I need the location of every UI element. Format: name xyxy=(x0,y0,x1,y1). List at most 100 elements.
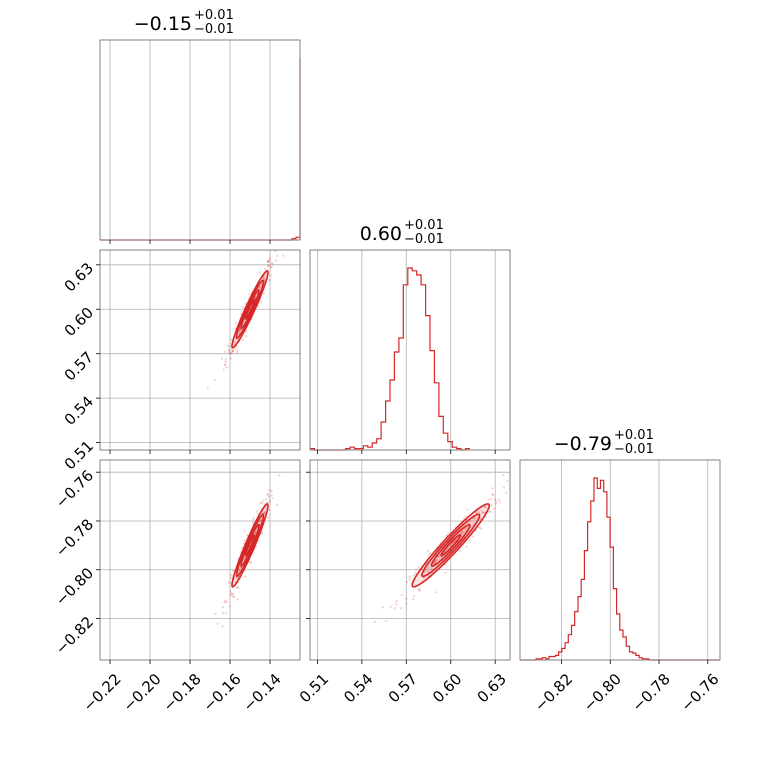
sample-point xyxy=(227,581,230,584)
sample-point xyxy=(274,250,277,253)
sample-point xyxy=(460,530,464,534)
sample-point xyxy=(413,573,416,577)
sample-point xyxy=(221,357,224,360)
contour-level-2 xyxy=(235,279,265,339)
sample-point xyxy=(502,486,505,489)
sample-point xyxy=(266,494,269,497)
title-plus: +0.01 xyxy=(404,218,444,233)
sample-point xyxy=(482,510,485,513)
sample-point xyxy=(213,378,216,381)
sample-point xyxy=(248,293,251,296)
sample-point xyxy=(422,576,426,580)
sample-point xyxy=(488,498,491,501)
sample-point xyxy=(502,474,505,477)
sample-point xyxy=(432,562,436,565)
sample-point xyxy=(435,559,438,562)
sample-point xyxy=(257,305,260,308)
sample-point xyxy=(478,526,481,529)
y-tick-label: 0.63 xyxy=(61,259,97,295)
sample-point xyxy=(467,521,470,524)
sample-point xyxy=(511,478,513,480)
sample-point xyxy=(491,494,494,497)
panel-frame xyxy=(309,249,511,451)
x-tick-label: −0.80 xyxy=(580,670,625,715)
sample-point xyxy=(222,368,225,371)
y-tick-label: 0.51 xyxy=(61,437,97,473)
sample-point xyxy=(427,570,430,574)
sample-point xyxy=(258,286,261,289)
y-tick-label: 0.54 xyxy=(61,392,97,428)
x-tick-label: −0.16 xyxy=(200,670,245,715)
sample-point xyxy=(262,275,265,279)
sample-point xyxy=(222,611,225,614)
sample-point xyxy=(480,509,483,512)
sample-point xyxy=(494,498,497,501)
sample-point xyxy=(400,607,403,610)
sample-point xyxy=(265,498,268,501)
sample-point xyxy=(475,511,478,514)
sample-point xyxy=(498,500,501,503)
sample-point xyxy=(241,546,244,549)
contour-level-1 xyxy=(240,523,260,567)
sample-point xyxy=(385,620,388,623)
sample-point xyxy=(231,593,234,596)
sample-point xyxy=(269,265,272,269)
x-tick-label: 0.63 xyxy=(474,670,510,706)
sample-point xyxy=(266,501,269,504)
sample-point xyxy=(252,521,255,525)
sample-point xyxy=(434,560,437,563)
density-panel-1-0 xyxy=(206,241,285,389)
sample-point xyxy=(444,571,447,574)
sample-point xyxy=(259,300,263,303)
sample-point xyxy=(460,531,463,534)
sample-point xyxy=(484,505,487,509)
sample-point xyxy=(239,312,242,315)
panel-frame xyxy=(309,459,511,661)
sample-point xyxy=(395,603,398,606)
sample-point xyxy=(473,517,476,520)
sample-point xyxy=(472,535,475,538)
sample-point xyxy=(256,512,259,515)
sample-point xyxy=(480,512,483,515)
sample-point xyxy=(258,520,261,523)
sample-point xyxy=(417,587,420,591)
sample-point xyxy=(216,622,219,625)
sample-point xyxy=(268,489,271,492)
sample-point xyxy=(484,506,487,509)
sample-point xyxy=(266,264,269,267)
x-tick-label: 0.54 xyxy=(340,670,376,706)
panel-frame xyxy=(99,249,301,451)
sample-point xyxy=(466,508,469,511)
sample-point xyxy=(480,527,483,531)
sample-point xyxy=(206,386,209,389)
sample-point xyxy=(256,509,259,512)
sample-point xyxy=(419,589,422,592)
sample-point xyxy=(230,348,234,351)
y-tick-label: 0.60 xyxy=(61,304,97,340)
sample-point xyxy=(474,511,477,514)
contour-level-1 xyxy=(430,523,471,567)
sample-point xyxy=(238,568,241,571)
sample-point xyxy=(234,348,237,351)
sample-point xyxy=(221,625,224,628)
contour-level-0 xyxy=(244,534,256,557)
sample-point xyxy=(381,606,384,609)
sample-point xyxy=(245,335,248,338)
sample-point xyxy=(414,571,417,574)
sample-point xyxy=(395,599,398,603)
param-title-0: −0.15 +0.01−0.01 xyxy=(134,8,234,37)
y-tick-label: −0.82 xyxy=(52,613,97,658)
sample-point xyxy=(452,541,455,544)
sample-point xyxy=(271,497,274,500)
sample-point xyxy=(487,510,490,513)
sample-point xyxy=(389,605,392,609)
sample-point xyxy=(267,264,270,267)
sample-point xyxy=(434,561,437,564)
contour-level-3 xyxy=(231,269,269,349)
sample-point xyxy=(479,517,482,521)
sample-point xyxy=(266,260,269,263)
sample-point xyxy=(477,511,480,514)
sample-point xyxy=(252,516,255,519)
sample-point xyxy=(283,241,285,243)
sample-point xyxy=(270,494,273,497)
